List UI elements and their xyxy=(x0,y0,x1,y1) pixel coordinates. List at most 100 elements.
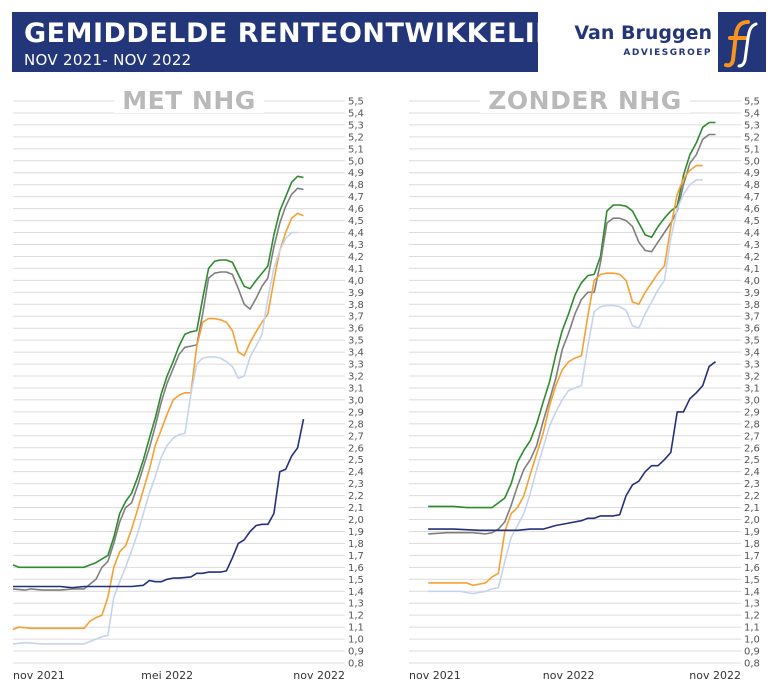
y-tick-label: 2,5 xyxy=(348,455,364,466)
y-tick-label: 1,0 xyxy=(744,635,760,646)
brand-logo-icon xyxy=(718,12,766,72)
y-tick-label: 4,0 xyxy=(348,276,364,287)
y-tick-label: 2,1 xyxy=(348,503,364,514)
y-tick-label: 2,1 xyxy=(744,503,760,514)
page-title: GEMIDDELDE RENTEONTWIKKELING xyxy=(24,18,582,49)
y-tick-label: 4,7 xyxy=(744,192,760,203)
y-tick-label: 3,0 xyxy=(744,395,760,406)
y-tick-label: 4,3 xyxy=(348,240,364,251)
y-tick-label: 3,5 xyxy=(348,336,364,347)
y-tick-label: 4,8 xyxy=(348,180,364,191)
y-tick-label: 3,4 xyxy=(348,348,364,359)
y-tick-label: 1,7 xyxy=(744,551,760,562)
y-tick-label: 1,6 xyxy=(348,563,364,574)
y-tick-label: 2,8 xyxy=(744,419,760,430)
y-tick-label: 1,9 xyxy=(348,527,364,538)
y-tick-label: 4,1 xyxy=(744,264,760,275)
y-tick-label: 4,6 xyxy=(744,204,760,215)
x-axis: nov 2021 mei 2022 nov 2022 xyxy=(13,669,345,682)
series-line-2 xyxy=(428,133,716,535)
series-line-1 xyxy=(12,175,304,569)
y-tick-label: 4,5 xyxy=(348,216,364,227)
y-tick-label: 3,8 xyxy=(348,300,364,311)
y-tick-label: 4,5 xyxy=(744,216,760,227)
x-tick-label: nov 2022 xyxy=(293,669,345,682)
y-tick-label: 1,5 xyxy=(744,575,760,586)
y-tick-label: 1,0 xyxy=(348,635,364,646)
y-tick-label: 1,2 xyxy=(348,611,364,622)
y-tick-label: 2,2 xyxy=(348,491,364,502)
chart-title: ZONDER NHG xyxy=(488,86,681,115)
y-tick-label: 3,1 xyxy=(348,383,364,394)
y-tick-label: 4,8 xyxy=(744,180,760,191)
y-tick-label: 2,4 xyxy=(348,467,364,478)
series-line-1 xyxy=(428,121,716,509)
y-tick-label: 2,7 xyxy=(348,431,364,442)
y-tick-label: 0,9 xyxy=(348,647,364,658)
y-axis: 0,80,91,01,11,21,31,41,51,61,71,81,92,02… xyxy=(744,97,760,670)
y-tick-label: 5,1 xyxy=(744,144,760,155)
y-tick-label: 0,8 xyxy=(744,659,760,670)
y-tick-label: 3,9 xyxy=(348,288,364,299)
y-tick-label: 5,0 xyxy=(744,156,760,167)
y-tick-label: 1,6 xyxy=(744,563,760,574)
title-banner: GEMIDDELDE RENTEONTWIKKELING NOV 2021- N… xyxy=(12,12,581,72)
y-tick-label: 4,2 xyxy=(348,252,364,263)
y-tick-label: 1,5 xyxy=(348,575,364,586)
chart-title: MET NHG xyxy=(122,86,256,115)
y-tick-label: 2,8 xyxy=(348,419,364,430)
y-tick-label: 1,9 xyxy=(744,527,760,538)
y-tick-label: 2,0 xyxy=(348,515,364,526)
y-tick-label: 4,2 xyxy=(744,252,760,263)
y-tick-label: 5,5 xyxy=(348,97,364,108)
y-tick-label: 1,2 xyxy=(744,611,760,622)
gridlines xyxy=(409,100,741,664)
y-tick-label: 3,1 xyxy=(744,383,760,394)
page-subtitle: NOV 2021- NOV 2022 xyxy=(24,51,192,69)
x-tick-label: nov 2022 xyxy=(543,669,595,682)
y-tick-label: 5,4 xyxy=(744,108,760,119)
y-tick-label: 1,8 xyxy=(348,539,364,550)
y-tick-label: 3,4 xyxy=(744,348,760,359)
y-tick-label: 3,0 xyxy=(348,395,364,406)
y-tick-label: 5,0 xyxy=(348,156,364,167)
x-tick-label: nov 2021 xyxy=(409,669,461,682)
x-tick-label: nov 2022 xyxy=(689,669,741,682)
series-line-4 xyxy=(12,231,298,645)
y-tick-label: 2,9 xyxy=(744,407,760,418)
y-tick-label: 2,9 xyxy=(348,407,364,418)
y-tick-label: 4,3 xyxy=(744,240,760,251)
y-tick-label: 5,3 xyxy=(744,120,760,131)
y-tick-label: 4,7 xyxy=(348,192,364,203)
y-tick-label: 4,1 xyxy=(348,264,364,275)
brand-name: Van Bruggen xyxy=(574,22,712,44)
y-tick-label: 3,6 xyxy=(348,324,364,335)
y-tick-label: 3,8 xyxy=(744,300,760,311)
y-tick-label: 4,4 xyxy=(744,228,760,239)
logo-fj-mark-icon xyxy=(724,20,758,68)
y-tick-label: 3,2 xyxy=(744,372,760,383)
y-tick-label: 3,2 xyxy=(348,372,364,383)
y-tick-label: 2,0 xyxy=(744,515,760,526)
y-tick-label: 3,7 xyxy=(348,312,364,323)
series-group xyxy=(12,175,305,645)
x-axis: nov 2021 nov 2022 nov 2022 xyxy=(409,669,741,682)
y-tick-label: 1,1 xyxy=(744,623,760,634)
y-tick-label: 1,8 xyxy=(744,539,760,550)
series-line-3 xyxy=(428,164,703,587)
y-tick-label: 4,9 xyxy=(348,168,364,179)
y-tick-label: 2,5 xyxy=(744,455,760,466)
y-tick-label: 2,3 xyxy=(744,479,760,490)
brand-wordmark: Van Bruggen ADVIESGROEP xyxy=(562,18,712,68)
y-tick-label: 3,6 xyxy=(744,324,760,335)
x-tick-label: mei 2022 xyxy=(141,669,193,682)
y-tick-label: 5,3 xyxy=(348,120,364,131)
y-tick-label: 4,9 xyxy=(744,168,760,179)
y-tick-label: 4,4 xyxy=(348,228,364,239)
y-tick-label: 1,1 xyxy=(348,623,364,634)
title-background xyxy=(480,85,690,113)
y-tick-label: 1,4 xyxy=(744,587,760,598)
x-tick-label: nov 2021 xyxy=(13,669,65,682)
series-group xyxy=(428,121,716,595)
y-tick-label: 5,4 xyxy=(348,108,364,119)
